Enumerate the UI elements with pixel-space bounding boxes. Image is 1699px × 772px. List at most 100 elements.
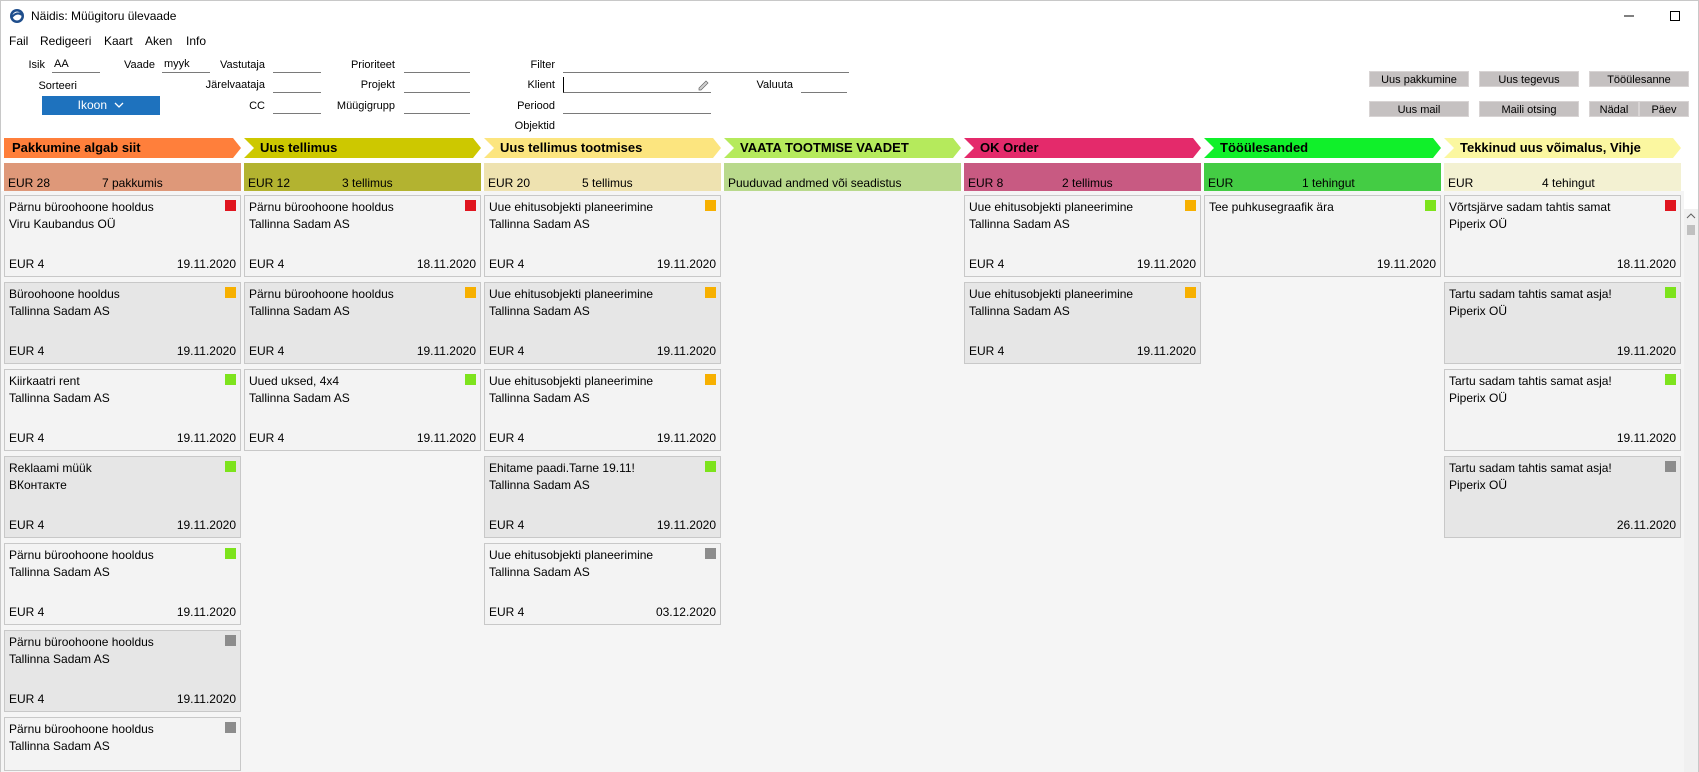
card-date: 19.11.2020 (1376, 257, 1436, 271)
maximize-icon (1670, 11, 1680, 21)
deal-card[interactable]: Tee puhkusegraafik ära 19.11.2020 (1204, 195, 1441, 277)
column-header: VAATA TOOTMISE VAADET (724, 138, 961, 158)
card-date: 26.11.2020 (1616, 518, 1676, 532)
deal-card[interactable]: Pärnu büroohoone hooldus Tallinna Sadam A… (244, 195, 481, 277)
deal-card[interactable]: Uue ehitusobjekti planeerimine Tallinna S… (484, 195, 721, 277)
prioriteet-field[interactable] (404, 57, 470, 73)
column-header: OK Order (964, 138, 1201, 158)
card-client: Tallinna Sadam AS (489, 391, 590, 405)
sort-dropdown-value: Ikoon (77, 98, 107, 112)
pencil-icon[interactable] (698, 80, 709, 91)
vastutaja-label: Vastutaja (219, 59, 265, 71)
klient-field[interactable] (563, 77, 711, 93)
card-title: Pärnu büroohoone hooldus (249, 200, 394, 214)
deal-card[interactable]: Uue ehitusobjekti planeerimine Tallinna S… (484, 543, 721, 625)
jarelvaataja-field[interactable] (273, 77, 321, 93)
menu-fail[interactable]: Fail (9, 34, 29, 48)
uus-tegevus-button[interactable]: Uus tegevus (1479, 71, 1579, 87)
maximize-button[interactable] (1652, 1, 1698, 31)
priority-indicator (705, 374, 716, 385)
deal-card[interactable]: Pärnu büroohoone hooldus Tallinna Sadam A… (244, 282, 481, 364)
scroll-thumb[interactable] (1687, 225, 1695, 235)
cc-field[interactable] (273, 98, 321, 114)
card-title: Uue ehitusobjekti planeerimine (969, 200, 1134, 214)
deal-card[interactable]: Uue ehitusobjekti planeerimine Tallinna S… (484, 282, 721, 364)
deal-card[interactable]: Ehitame paadi.Tarne 19.11! Tallinna Sadam… (484, 456, 721, 538)
myygigrupp-field[interactable] (404, 98, 470, 114)
card-date: 19.11.2020 (656, 431, 716, 445)
deal-card[interactable]: Pärnu büroohoone hooldus Tallinna Sadam A… (4, 717, 241, 771)
menu-kaart[interactable]: Kaart (104, 34, 133, 48)
card-title: Pärnu büroohoone hooldus (249, 287, 394, 301)
deal-card[interactable]: Reklaami müük ВКонтакте EUR 4 19.11.2020 (4, 456, 241, 538)
deal-card[interactable]: Võrtsjärve sadam tahtis samat Piperix OÜ 1… (1444, 195, 1681, 277)
deal-card[interactable]: Tartu sadam tahtis samat asja! Piperix OÜ… (1444, 369, 1681, 451)
vaade-field[interactable]: myyk (162, 57, 210, 73)
menu-bar: Fail Redigeeri Kaart Aken Info (1, 31, 1698, 51)
card-amount: EUR 4 (249, 257, 285, 271)
column-total: EUR 20 (488, 176, 531, 190)
filter-field[interactable] (563, 57, 849, 73)
card-title: Võrtsjärve sadam tahtis samat (1449, 200, 1611, 214)
card-title: Uue ehitusobjekti planeerimine (969, 287, 1134, 301)
card-client: Piperix OÜ (1449, 478, 1508, 492)
deal-card[interactable]: Pärnu büroohoone hooldus Tallinna Sadam A… (4, 630, 241, 712)
deal-card[interactable]: Uued uksed, 4x4 Tallinna Sadam AS EUR 4 19.… (244, 369, 481, 451)
periood-field[interactable] (563, 98, 711, 114)
deal-card[interactable]: Uue ehitusobjekti planeerimine Tallinna S… (484, 369, 721, 451)
sort-dropdown[interactable]: Ikoon (42, 96, 160, 115)
deal-card[interactable]: Tartu sadam tahtis samat asja! Piperix OÜ… (1444, 282, 1681, 364)
card-amount: EUR 4 (9, 518, 45, 532)
paev-button[interactable]: Päev (1639, 101, 1689, 117)
deal-card[interactable]: Kiirkaatri rent Tallinna Sadam AS EUR 4 19.… (4, 369, 241, 451)
uus-pakkumine-button[interactable]: Uus pakkumine (1369, 71, 1469, 87)
deal-card[interactable]: Pärnu büroohoone hooldus Tallinna Sadam A… (4, 543, 241, 625)
uus-mail-button[interactable]: Uus mail (1369, 101, 1469, 117)
column-header: Tööülesanded (1204, 138, 1441, 158)
projekt-field[interactable] (404, 77, 470, 93)
vertical-scrollbar[interactable] (1684, 209, 1698, 772)
cc-label: CC (249, 100, 265, 112)
card-client: Tallinna Sadam AS (9, 565, 110, 579)
nadal-button[interactable]: Nädal (1589, 101, 1639, 117)
card-amount: EUR 4 (489, 518, 525, 532)
vaade-label: Vaade (124, 59, 155, 71)
isik-field[interactable]: AA (52, 57, 100, 73)
card-title: Pärnu büroohoone hooldus (9, 200, 154, 214)
deal-card[interactable]: Tartu sadam tahtis samat asja! Piperix OÜ… (1444, 456, 1681, 538)
valuuta-field[interactable] (801, 77, 847, 93)
deal-card[interactable]: Pärnu büroohoone hooldus Viru Kaubandus O… (4, 195, 241, 277)
tooulesanne-button[interactable]: Tööülesanne (1589, 71, 1689, 87)
scroll-up-icon[interactable] (1684, 209, 1698, 223)
deal-card[interactable]: Uue ehitusobjekti planeerimine Tallinna S… (964, 282, 1201, 364)
priority-indicator (705, 548, 716, 559)
menu-redigeeri[interactable]: Redigeeri (40, 34, 92, 48)
app-logo-icon (10, 9, 24, 23)
priority-indicator (1665, 200, 1676, 211)
card-client: Tallinna Sadam AS (9, 739, 110, 753)
card-title: Pärnu büroohoone hooldus (9, 635, 154, 649)
card-amount: EUR 4 (489, 257, 525, 271)
card-date: 19.11.2020 (1616, 431, 1676, 445)
maili-otsing-button[interactable]: Maili otsing (1479, 101, 1579, 117)
column-summary: Puuduvad andmed või seadistus (724, 163, 961, 191)
deal-card[interactable]: Büroohoone hooldus Tallinna Sadam AS EUR 4… (4, 282, 241, 364)
column-header: Tekkinud uus võimalus, Vihje (1444, 138, 1681, 158)
card-client: Viru Kaubandus OÜ (9, 217, 116, 231)
priority-indicator (225, 722, 236, 733)
vastutaja-field[interactable] (273, 57, 321, 73)
card-amount: EUR 4 (9, 344, 45, 358)
priority-indicator (1185, 287, 1196, 298)
menu-info[interactable]: Info (186, 34, 207, 48)
klient-label: Klient (527, 79, 555, 91)
card-client: Tallinna Sadam AS (249, 217, 350, 231)
card-date: 03.12.2020 (655, 605, 716, 619)
deal-card[interactable]: Uue ehitusobjekti planeerimine Tallinna S… (964, 195, 1201, 277)
menu-aken[interactable]: Aken (145, 34, 173, 48)
card-amount: EUR 4 (969, 344, 1005, 358)
card-client: Tallinna Sadam AS (489, 304, 590, 318)
myygigrupp-label: Müügigrupp (336, 100, 395, 112)
column-summary: EUR 1 tehingut (1204, 163, 1441, 191)
minimize-button[interactable] (1606, 1, 1652, 31)
column-count: 7 pakkumis (102, 176, 163, 190)
